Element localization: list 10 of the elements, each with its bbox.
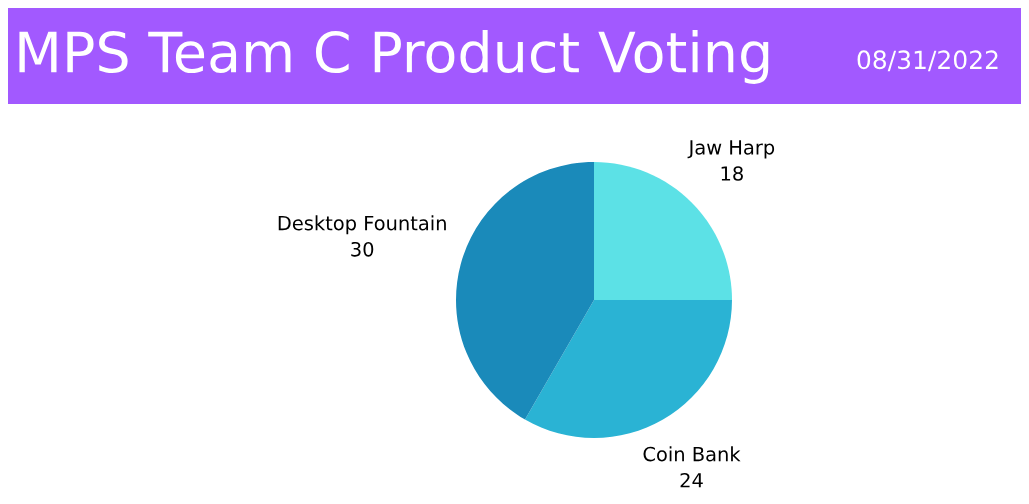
slice-label: Desktop Fountain xyxy=(278,215,446,235)
slice-label: Coin Bank xyxy=(643,446,741,462)
pie-slice xyxy=(456,162,594,420)
data-label: 18 xyxy=(721,166,743,181)
text: 08/31/2022 xyxy=(857,50,998,72)
data-label: 24 xyxy=(680,472,703,488)
pie-slice xyxy=(525,300,732,438)
data-label: 30 xyxy=(351,241,374,257)
chart-title: MPS Team C Product Voting xyxy=(19,30,769,84)
slice-label: Jaw Harp xyxy=(687,140,775,159)
